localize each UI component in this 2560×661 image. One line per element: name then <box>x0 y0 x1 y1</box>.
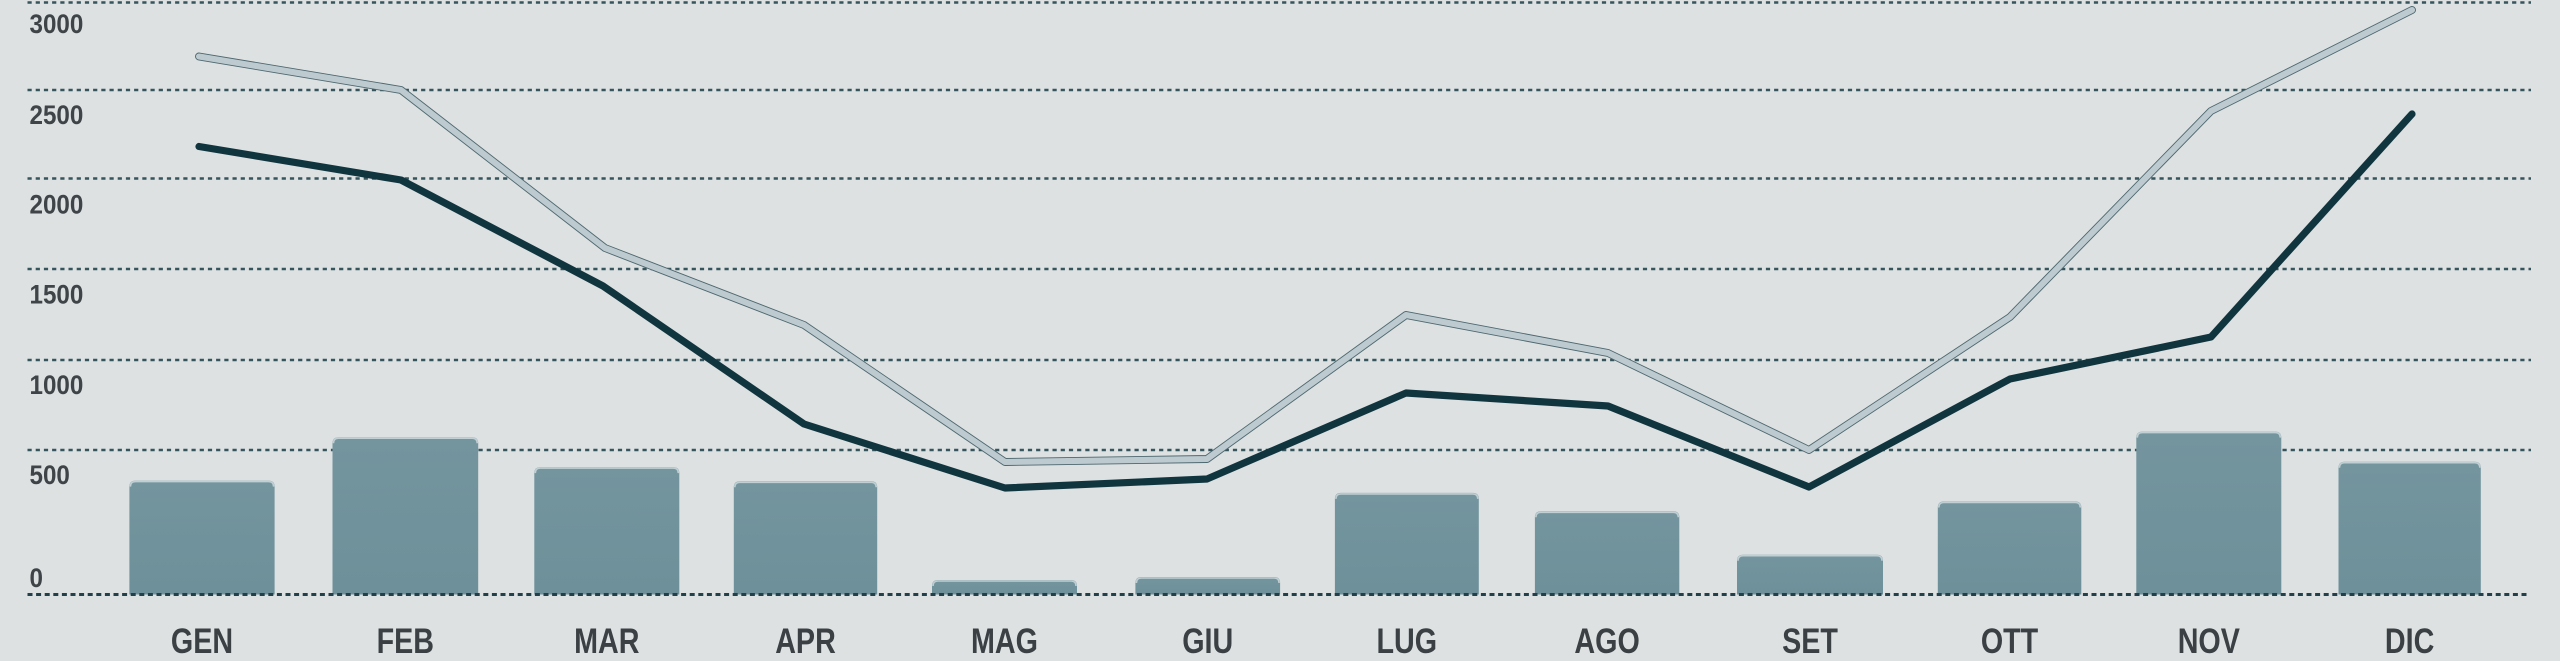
svg-text:GEN: GEN <box>171 621 233 660</box>
svg-text:3000: 3000 <box>30 10 84 39</box>
svg-text:NOV: NOV <box>2178 621 2241 660</box>
svg-text:0: 0 <box>30 564 43 593</box>
svg-text:2000: 2000 <box>30 191 84 220</box>
svg-text:500: 500 <box>30 461 70 490</box>
svg-text:MAG: MAG <box>971 621 1038 660</box>
svg-text:1000: 1000 <box>30 371 84 400</box>
svg-text:MAR: MAR <box>574 621 639 660</box>
svg-text:FEB: FEB <box>377 621 434 660</box>
svg-text:LUG: LUG <box>1377 621 1438 660</box>
svg-text:APR: APR <box>775 621 836 660</box>
svg-text:2500: 2500 <box>30 101 84 130</box>
svg-text:DIC: DIC <box>2385 621 2434 660</box>
svg-text:OTT: OTT <box>1981 621 2039 660</box>
svg-text:1500: 1500 <box>30 281 84 310</box>
svg-text:AGO: AGO <box>1574 621 1639 660</box>
svg-text:GIU: GIU <box>1182 621 1233 660</box>
svg-text:SET: SET <box>1782 621 1838 660</box>
